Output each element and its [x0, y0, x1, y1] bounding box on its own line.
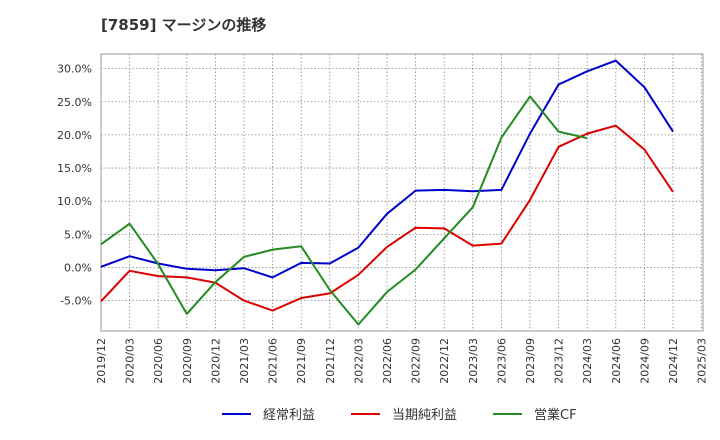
x-tick-label: 2025/03	[696, 338, 709, 384]
legend-label-2: 当期純利益	[392, 408, 457, 423]
x-tick-label: 2021/06	[267, 338, 280, 384]
legend-label-1: 経常利益	[263, 408, 315, 423]
x-tick-label: 2024/12	[667, 338, 680, 384]
y-tick-label: 10.0%	[57, 195, 92, 208]
x-tick-label: 2022/06	[381, 338, 394, 384]
series-line-1	[100, 59, 674, 279]
legend-label-3: 営業CF	[534, 407, 577, 423]
x-tick-label: 2022/03	[352, 338, 365, 384]
y-tick-label: 5.0%	[64, 228, 92, 241]
x-tick-label: 2024/03	[581, 338, 594, 384]
y-tick-label: 0.0%	[64, 262, 92, 275]
grid-lines	[101, 54, 703, 331]
series-line-2	[100, 124, 674, 312]
series-line-3	[100, 95, 588, 326]
x-tick-label: 2019/12	[95, 338, 108, 384]
x-tick-label: 2020/06	[152, 338, 165, 384]
y-tick-label: 20.0%	[57, 129, 92, 142]
x-tick-label: 2022/12	[438, 338, 451, 384]
y-tick-label: 15.0%	[57, 162, 92, 175]
chart-title: [7859] マージンの推移	[101, 16, 267, 34]
x-tick-label: 2020/03	[124, 338, 137, 384]
y-tick-label: 25.0%	[57, 96, 92, 109]
plot-frame	[100, 53, 704, 332]
x-tick-label: 2021/12	[324, 338, 337, 384]
x-tick-label: 2023/12	[553, 338, 566, 384]
y-tick-label: 30.0%	[57, 63, 92, 76]
x-tick-label: 2020/12	[209, 338, 222, 384]
x-tick-label: 2021/03	[238, 338, 251, 384]
x-tick-label: 2023/06	[495, 338, 508, 384]
x-tick-label: 2021/09	[295, 338, 308, 384]
x-axis-ticks: 2019/12 2020/03 2020/06 2020/09 2020/12 2021/…	[95, 338, 709, 384]
legend: 経常利益 当期純利益 営業CF	[222, 407, 577, 423]
y-tick-label: -5.0%	[60, 295, 92, 308]
x-tick-label: 2023/03	[467, 338, 480, 384]
x-tick-label: 2020/09	[181, 338, 194, 384]
x-tick-label: 2022/09	[410, 338, 423, 384]
x-tick-label: 2023/09	[524, 338, 537, 384]
y-axis-ticks: -5.0% 0.0% 5.0% 10.0% 15.0% 20.0% 25.0% 30.0%	[57, 63, 92, 308]
series-lines	[100, 59, 674, 326]
x-tick-label: 2024/06	[610, 338, 623, 384]
x-tick-label: 2024/09	[638, 338, 651, 384]
